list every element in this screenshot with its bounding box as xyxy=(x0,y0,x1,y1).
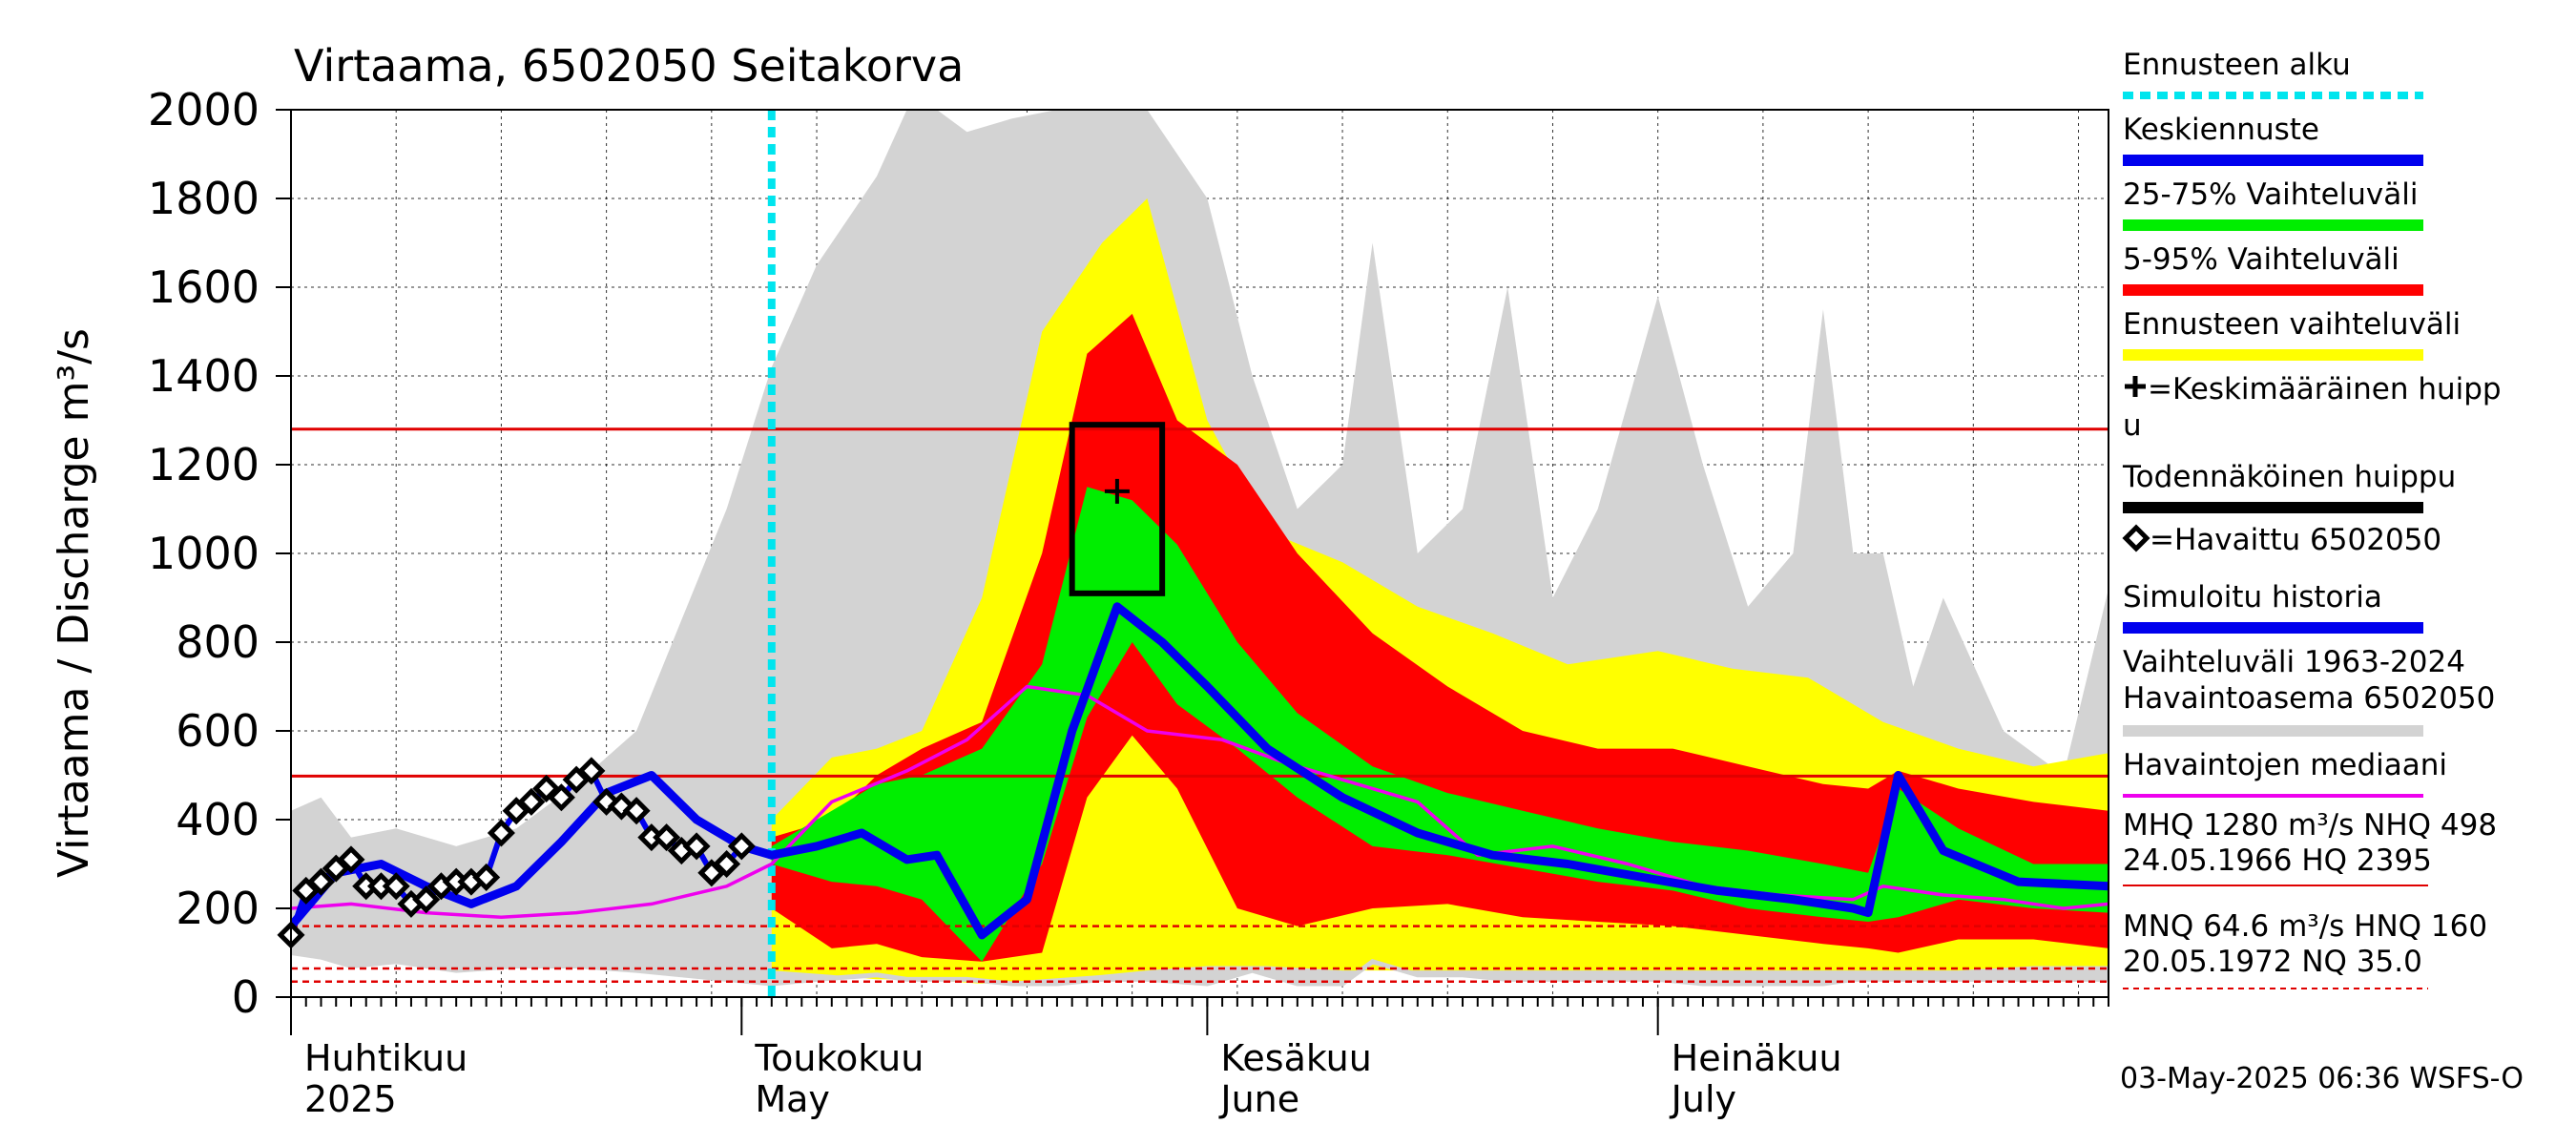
x-month-sublabel: May xyxy=(755,1078,830,1120)
observed-point xyxy=(472,863,501,891)
observed-point xyxy=(337,845,365,874)
y-tick-label: 1600 xyxy=(148,261,260,313)
legend-label: =Havaittu 6502050 xyxy=(2150,523,2441,557)
footer-timestamp: 03-May-2025 06:36 WSFS-O xyxy=(2120,1062,2524,1095)
y-tick-labels: 0 200 400 600 800 1000 1200 1400 1600 1800 2000 xyxy=(148,84,260,1023)
y-tick-label: 800 xyxy=(176,616,260,668)
stats-line-3: MNQ 64.6 m³/s HNQ 160 xyxy=(2123,909,2487,944)
observed-point xyxy=(412,885,441,914)
reference-lines xyxy=(291,110,2109,997)
probable-peak-box xyxy=(1069,422,1166,596)
observed-point xyxy=(622,797,651,825)
x-month-label: Toukokuu xyxy=(754,1037,924,1079)
legend-label: 5-95% Vaihteluväli xyxy=(2123,242,2399,277)
observed-point xyxy=(682,832,711,861)
legend-label: Todennäköinen huippu xyxy=(2122,460,2456,494)
y-tick-label: 2000 xyxy=(148,84,260,135)
y-tick-label: 1000 xyxy=(148,528,260,579)
y-tick-label: 1400 xyxy=(148,350,260,402)
legend: Ennusteen alku Keskiennuste 25-75% Vaihtel… xyxy=(2122,48,2502,798)
observed-point xyxy=(577,757,606,785)
series-lines xyxy=(291,602,2109,940)
legend-label-cont: u xyxy=(2123,408,2142,443)
peak-annotations xyxy=(1069,422,1166,596)
legend-diamond xyxy=(2122,524,2150,552)
x-month-label: Huhtikuu xyxy=(304,1037,467,1079)
chart-title: Virtaama, 6502050 Seitakorva xyxy=(294,40,964,92)
legend-label: Keskiennuste xyxy=(2123,113,2319,147)
legend-label: Ennusteen alku xyxy=(2123,48,2351,82)
y-axis-label: Virtaama / Discharge m³/s xyxy=(50,328,98,878)
observed-point xyxy=(547,783,575,812)
stats-line-2: 24.05.1966 HQ 2395 xyxy=(2123,843,2432,878)
history-low-trace xyxy=(291,950,2109,987)
observed-point xyxy=(653,823,681,852)
series-keskiennuste xyxy=(767,602,2109,940)
stats-line-4: 20.05.1972 NQ 35.0 xyxy=(2123,945,2422,979)
y-tick-label: 0 xyxy=(232,971,260,1023)
legend-label-cont: Havaintoasema 6502050 xyxy=(2123,681,2495,716)
x-month-label: Kesäkuu xyxy=(1220,1037,1372,1079)
legend-label: Ennusteen vaihteluväli xyxy=(2123,307,2461,342)
legend-label: Havaintojen mediaani xyxy=(2123,748,2447,782)
observed-point xyxy=(713,849,741,879)
y-tick-label: 400 xyxy=(176,794,260,845)
observed-point xyxy=(382,872,410,901)
band-00ee00 xyxy=(771,487,2109,962)
legend-label: =Keskimääräinen huipp xyxy=(2148,372,2502,406)
stats-line-1: MHQ 1280 m³/s NHQ 498 xyxy=(2123,808,2497,843)
x-month-sublabel: June xyxy=(1218,1078,1299,1120)
observed-markers xyxy=(277,757,756,949)
observed-point xyxy=(487,819,515,847)
legend-label: 25-75% Vaihteluväli xyxy=(2123,177,2419,212)
y-tick-label: 600 xyxy=(176,705,260,757)
observed-point xyxy=(306,867,336,896)
band-ff0000 xyxy=(771,313,2109,962)
series-havaintojen-mediaani xyxy=(291,684,2109,920)
y-tick-label: 1800 xyxy=(148,173,260,224)
legend-label: Vaihteluväli 1963-2024 xyxy=(2123,645,2465,679)
bands xyxy=(291,110,2109,987)
observed-point xyxy=(517,787,546,816)
legend-label: Simuloitu historia xyxy=(2123,580,2382,614)
x-month-sublabel: July xyxy=(1670,1078,1736,1120)
x-month-label: Heinäkuu xyxy=(1672,1037,1842,1079)
y-tick-label: 1200 xyxy=(148,439,260,490)
x-month-sublabel: 2025 xyxy=(304,1078,397,1120)
y-tick-label: 200 xyxy=(176,883,260,934)
axes xyxy=(276,109,2109,1035)
series-simuloitu-historia xyxy=(291,771,777,931)
observed-point xyxy=(727,832,756,861)
